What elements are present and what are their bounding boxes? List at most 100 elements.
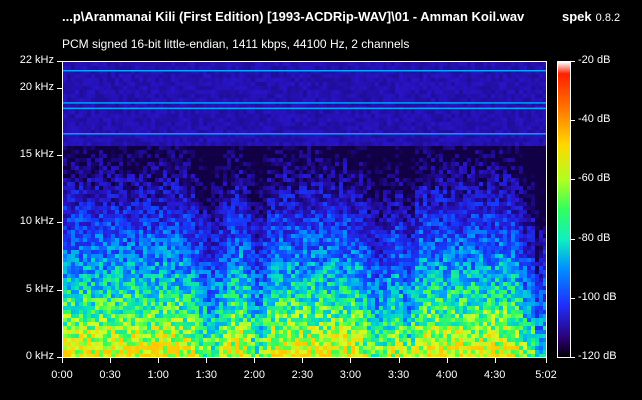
- spectrogram-cell: [291, 166, 295, 170]
- spectrogram-cell: [259, 342, 263, 346]
- spectrogram-cell: [283, 246, 287, 250]
- spectrogram-cell: [119, 178, 123, 182]
- spectrogram-cell: [135, 182, 139, 186]
- spectrogram-cell: [107, 294, 111, 298]
- spectrogram-cell: [71, 126, 75, 130]
- spectrogram-cell: [211, 178, 215, 182]
- spectrogram-cell: [247, 134, 251, 138]
- spectrogram-cell: [63, 314, 67, 318]
- spectrogram-cell: [291, 138, 295, 142]
- spectrogram-cell: [115, 298, 119, 302]
- spectrogram-cell: [107, 186, 111, 190]
- spectrogram-cell: [167, 282, 171, 286]
- spectrogram-cell: [143, 342, 147, 346]
- spectrogram-cell: [299, 226, 303, 230]
- spectrogram-cell: [191, 138, 195, 142]
- spectrogram-cell: [323, 190, 327, 194]
- spectrogram-cell: [123, 242, 127, 246]
- spectrogram-cell: [299, 62, 303, 66]
- spectrogram-cell: [223, 194, 227, 198]
- spectrogram-cell: [239, 286, 243, 290]
- spectrogram-cell: [131, 118, 135, 122]
- spectrogram-cell: [91, 154, 95, 158]
- spectrogram-cell: [79, 78, 83, 82]
- spectrogram-cell: [323, 198, 327, 202]
- spectrogram-cell: [91, 234, 95, 238]
- spectrogram-cell: [207, 286, 211, 290]
- spectrogram-cell: [171, 206, 175, 210]
- spectrogram-cell: [307, 354, 311, 357]
- spectrogram-cell: [311, 102, 315, 106]
- spectrogram-cell: [87, 250, 91, 254]
- spectrogram-cell: [227, 290, 231, 294]
- spectrogram-cell: [327, 134, 331, 138]
- spectrogram-cell: [95, 226, 99, 230]
- spectrogram-cell: [147, 270, 151, 274]
- spectrogram-cell: [287, 282, 291, 286]
- spectrogram-cell: [191, 142, 195, 146]
- spectrogram-cell: [127, 346, 131, 350]
- spectrogram-cell: [283, 258, 287, 262]
- spectrogram-cell: [287, 302, 291, 306]
- spectrogram-cell: [91, 170, 95, 174]
- spectrogram-cell: [291, 190, 295, 194]
- spectrogram-cell: [323, 146, 327, 150]
- spectrogram-cell: [331, 114, 335, 118]
- spectrogram-cell: [271, 222, 275, 226]
- spectrogram-cell: [235, 338, 239, 342]
- spectrogram-cell: [75, 74, 79, 78]
- spectrogram-cell: [175, 94, 179, 98]
- spectrogram-cell: [323, 298, 327, 302]
- spectrogram-cell: [155, 94, 159, 98]
- spectrogram-cell: [79, 214, 83, 218]
- spectrogram-cell: [239, 162, 243, 166]
- spectrogram-cell: [167, 330, 171, 334]
- spectrogram-cell: [123, 286, 127, 290]
- spectrogram-cell: [179, 162, 183, 166]
- spectrogram-cell: [79, 342, 83, 346]
- spectrogram-cell: [287, 118, 291, 122]
- spectrogram-cell: [123, 166, 127, 170]
- spectrogram-cell: [211, 170, 215, 174]
- spectrogram-cell: [259, 86, 263, 90]
- spectrogram-cell: [119, 154, 123, 158]
- spectrogram-cell: [295, 250, 299, 254]
- spectrogram-cell: [239, 86, 243, 90]
- spectrogram-cell: [151, 90, 155, 94]
- spectrogram-cell: [295, 302, 299, 306]
- spectrogram-cell: [283, 318, 287, 322]
- spectrogram-cell: [163, 150, 167, 154]
- spectrogram-cell: [163, 310, 167, 314]
- spectrogram-cell: [107, 266, 111, 270]
- spectrogram-cell: [115, 74, 119, 78]
- spectrogram-cell: [331, 122, 335, 126]
- spectrogram-cell: [251, 154, 255, 158]
- spectrogram-cell: [239, 170, 243, 174]
- spectrogram-cell: [107, 246, 111, 250]
- spectrogram-cell: [247, 162, 251, 166]
- spectrogram-cell: [195, 346, 199, 350]
- spectrogram-cell: [235, 110, 239, 114]
- spectrogram-cell: [175, 62, 179, 66]
- spectrogram-cell: [319, 62, 323, 66]
- spectrogram-cell: [327, 262, 331, 266]
- spectrogram-cell: [155, 286, 159, 290]
- spectrogram-cell: [263, 102, 267, 106]
- spectrogram-cell: [183, 262, 187, 266]
- spectrogram-cell: [279, 294, 283, 298]
- spectrogram-cell: [311, 70, 315, 74]
- spectrogram-cell: [107, 134, 111, 138]
- spectrogram-cell: [307, 134, 311, 138]
- spectrogram-cell: [319, 194, 323, 198]
- spectrogram-cell: [155, 282, 159, 286]
- spectrogram-cell: [71, 166, 75, 170]
- spectrogram-cell: [79, 274, 83, 278]
- spectrogram-cell: [195, 238, 199, 242]
- spectrogram-cell: [275, 154, 279, 158]
- spectrogram-cell: [131, 222, 135, 226]
- spectrogram-cell: [247, 310, 251, 314]
- spectrogram-cell: [127, 310, 131, 314]
- spectrogram-cell: [283, 338, 287, 342]
- spectrogram-cell: [167, 182, 171, 186]
- spectrogram-cell: [123, 182, 127, 186]
